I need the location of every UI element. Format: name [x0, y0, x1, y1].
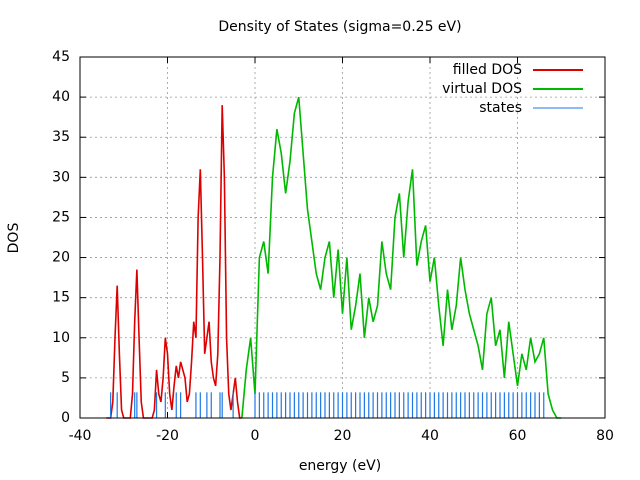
y-tick-label: 40: [52, 89, 70, 105]
dos-line: [106, 105, 242, 419]
y-tick-label: 0: [61, 410, 70, 426]
x-axis-label: energy (eV): [299, 458, 381, 474]
x-tick-label: 80: [596, 428, 614, 444]
x-tick-label: -40: [69, 428, 92, 444]
y-tick-label: 5: [61, 370, 70, 386]
x-tick-label: 20: [334, 428, 352, 444]
legend-label: virtual DOS: [442, 81, 522, 97]
plot-border: [79, 56, 606, 419]
y-tick-label: 15: [52, 290, 70, 306]
x-tick-label: 40: [421, 428, 439, 444]
y-tick-label: 45: [52, 49, 70, 65]
dos-line: [241, 96, 562, 419]
x-tick-label: 0: [251, 428, 260, 444]
x-tick-label: -20: [156, 428, 179, 444]
y-tick-label: 10: [52, 330, 70, 346]
y-tick-label: 25: [52, 209, 70, 225]
legend-label: filled DOS: [453, 62, 522, 78]
y-tick-label: 35: [52, 129, 70, 145]
x-tick-label: 60: [509, 428, 527, 444]
legend-label: states: [479, 100, 522, 116]
y-tick-label: 30: [52, 169, 70, 185]
y-axis-label: DOS: [6, 223, 22, 254]
y-tick-label: 20: [52, 250, 70, 266]
chart-title: Density of States (sigma=0.25 eV): [218, 19, 461, 35]
